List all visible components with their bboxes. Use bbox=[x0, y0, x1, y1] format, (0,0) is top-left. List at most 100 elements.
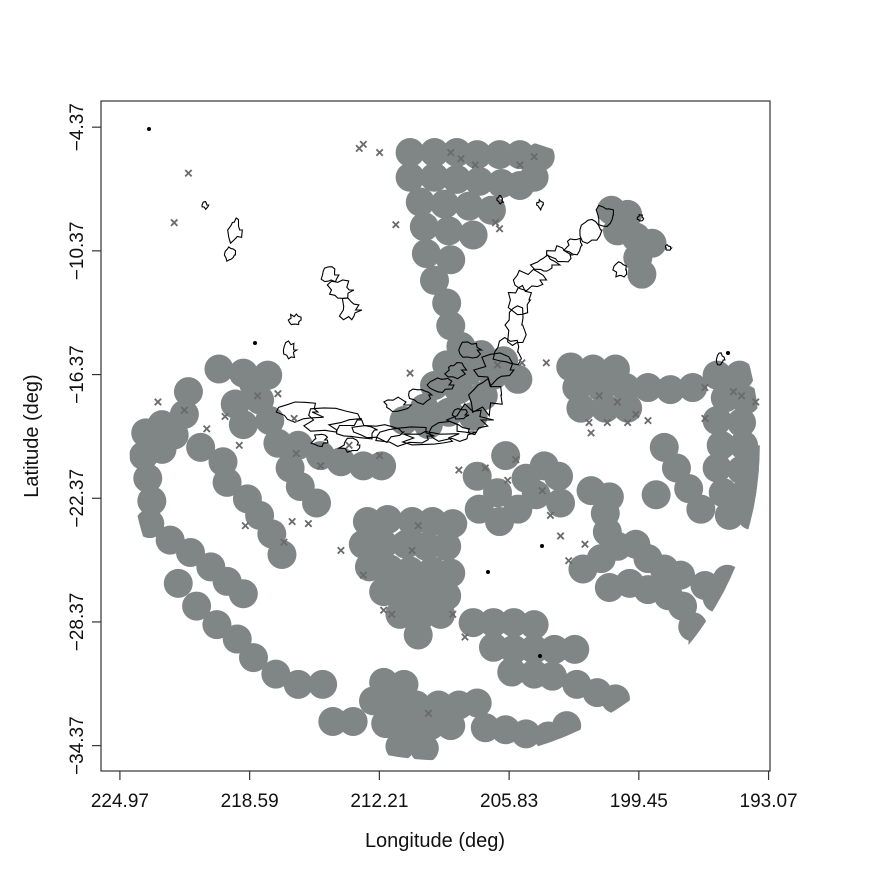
y-tick-label: −16.37 bbox=[67, 345, 88, 404]
station-marker bbox=[446, 148, 455, 157]
x-tick-label: 193.07 bbox=[740, 791, 798, 812]
coastline-shape bbox=[595, 204, 614, 227]
coverage-point bbox=[228, 358, 258, 388]
coverage-point bbox=[409, 733, 439, 761]
coverage-point bbox=[566, 393, 596, 423]
coverage-point bbox=[419, 162, 449, 192]
station-marker bbox=[581, 540, 589, 549]
coverage-point bbox=[389, 406, 419, 436]
coastline-shape bbox=[467, 377, 503, 418]
coverage-point bbox=[485, 140, 515, 170]
coverage-point bbox=[419, 138, 449, 168]
station-marker bbox=[154, 398, 162, 406]
coverage-point bbox=[702, 360, 732, 390]
coverage-point bbox=[641, 480, 671, 510]
coverage-point bbox=[403, 620, 433, 650]
y-tick-label: −22.37 bbox=[67, 469, 88, 528]
coverage-point bbox=[385, 731, 415, 761]
coverage-point bbox=[442, 164, 472, 194]
station-marker bbox=[392, 220, 400, 229]
coverage-point bbox=[253, 360, 283, 390]
coverage-point bbox=[432, 288, 462, 318]
coverage-point bbox=[395, 138, 425, 168]
station-marker bbox=[359, 140, 368, 149]
coastline-shape bbox=[492, 336, 523, 366]
station-marker bbox=[737, 391, 746, 400]
station-marker bbox=[316, 462, 325, 470]
coastline-shape bbox=[227, 217, 243, 245]
coverage-point bbox=[175, 537, 205, 567]
coverage-point bbox=[511, 719, 541, 749]
coastline-shape bbox=[664, 243, 673, 251]
coastline-shape bbox=[351, 424, 406, 444]
coverage-point bbox=[318, 707, 348, 737]
station-marker bbox=[280, 538, 288, 547]
coverage-point bbox=[560, 634, 590, 664]
coastline-shape bbox=[287, 313, 302, 326]
y-tick-label: −4.37 bbox=[67, 103, 88, 151]
coverage-point bbox=[430, 189, 460, 219]
coverage-point bbox=[708, 478, 738, 508]
x-tick-label: 218.59 bbox=[221, 791, 279, 812]
x-axis: 224.97 218.59 212.21 205.83 199.45 193.07 bbox=[91, 771, 798, 812]
coverage-point bbox=[464, 166, 494, 196]
contour-dot bbox=[253, 341, 257, 345]
station-marker bbox=[530, 152, 538, 161]
coverage-point bbox=[702, 406, 732, 436]
coverage-point bbox=[411, 239, 441, 269]
coverage-point bbox=[454, 191, 484, 221]
coverage-point bbox=[395, 556, 425, 586]
station-marker bbox=[408, 546, 416, 555]
coastline-shape bbox=[443, 362, 468, 380]
coverage-point bbox=[261, 659, 291, 689]
coastline-shape bbox=[472, 352, 516, 388]
coastline-shape bbox=[282, 340, 299, 360]
contour-dot bbox=[538, 654, 542, 658]
coverage-point bbox=[592, 517, 622, 547]
coverage-point bbox=[419, 265, 449, 295]
coverage-point bbox=[413, 410, 443, 440]
coastline-shape bbox=[408, 388, 434, 406]
coverage-point bbox=[308, 669, 338, 699]
station-marker bbox=[491, 218, 500, 227]
coverage-point bbox=[476, 195, 506, 225]
coastline-shape bbox=[636, 213, 645, 222]
station-marker bbox=[542, 358, 551, 367]
station-marker bbox=[644, 416, 652, 425]
coastline-shape bbox=[529, 254, 562, 272]
coastline-shape bbox=[320, 266, 340, 283]
contour-dot bbox=[147, 127, 151, 131]
coverage-point bbox=[411, 531, 441, 561]
contour-dot bbox=[726, 351, 730, 355]
coverage-point bbox=[436, 711, 466, 741]
station-marker bbox=[387, 610, 396, 619]
coverage-point bbox=[686, 494, 716, 524]
coverage-point bbox=[594, 482, 624, 512]
coverage-point bbox=[373, 504, 403, 534]
coverage-point bbox=[434, 216, 464, 246]
station-marker bbox=[359, 571, 368, 579]
station-marker bbox=[729, 387, 738, 396]
station-marker bbox=[511, 455, 520, 464]
coverage-point bbox=[137, 486, 167, 516]
coverage-point bbox=[135, 509, 165, 539]
coverage-point bbox=[239, 643, 269, 673]
station-marker bbox=[585, 418, 593, 427]
coastline-shape bbox=[496, 194, 505, 205]
coastline-shape bbox=[546, 244, 574, 263]
station-marker bbox=[241, 521, 250, 530]
station-marker bbox=[292, 449, 301, 458]
coverage-point bbox=[537, 661, 567, 691]
coverage-point bbox=[714, 500, 744, 530]
coverage-point bbox=[202, 610, 232, 640]
station-marker bbox=[448, 610, 457, 619]
coverage-point bbox=[182, 591, 212, 621]
station-marker bbox=[603, 418, 612, 427]
coverage-point bbox=[267, 540, 297, 570]
coverage-point bbox=[539, 634, 569, 664]
coverage-point bbox=[255, 406, 285, 436]
coastline-shape bbox=[536, 198, 544, 212]
coverage-point bbox=[503, 364, 533, 394]
coverage-point bbox=[544, 461, 574, 491]
